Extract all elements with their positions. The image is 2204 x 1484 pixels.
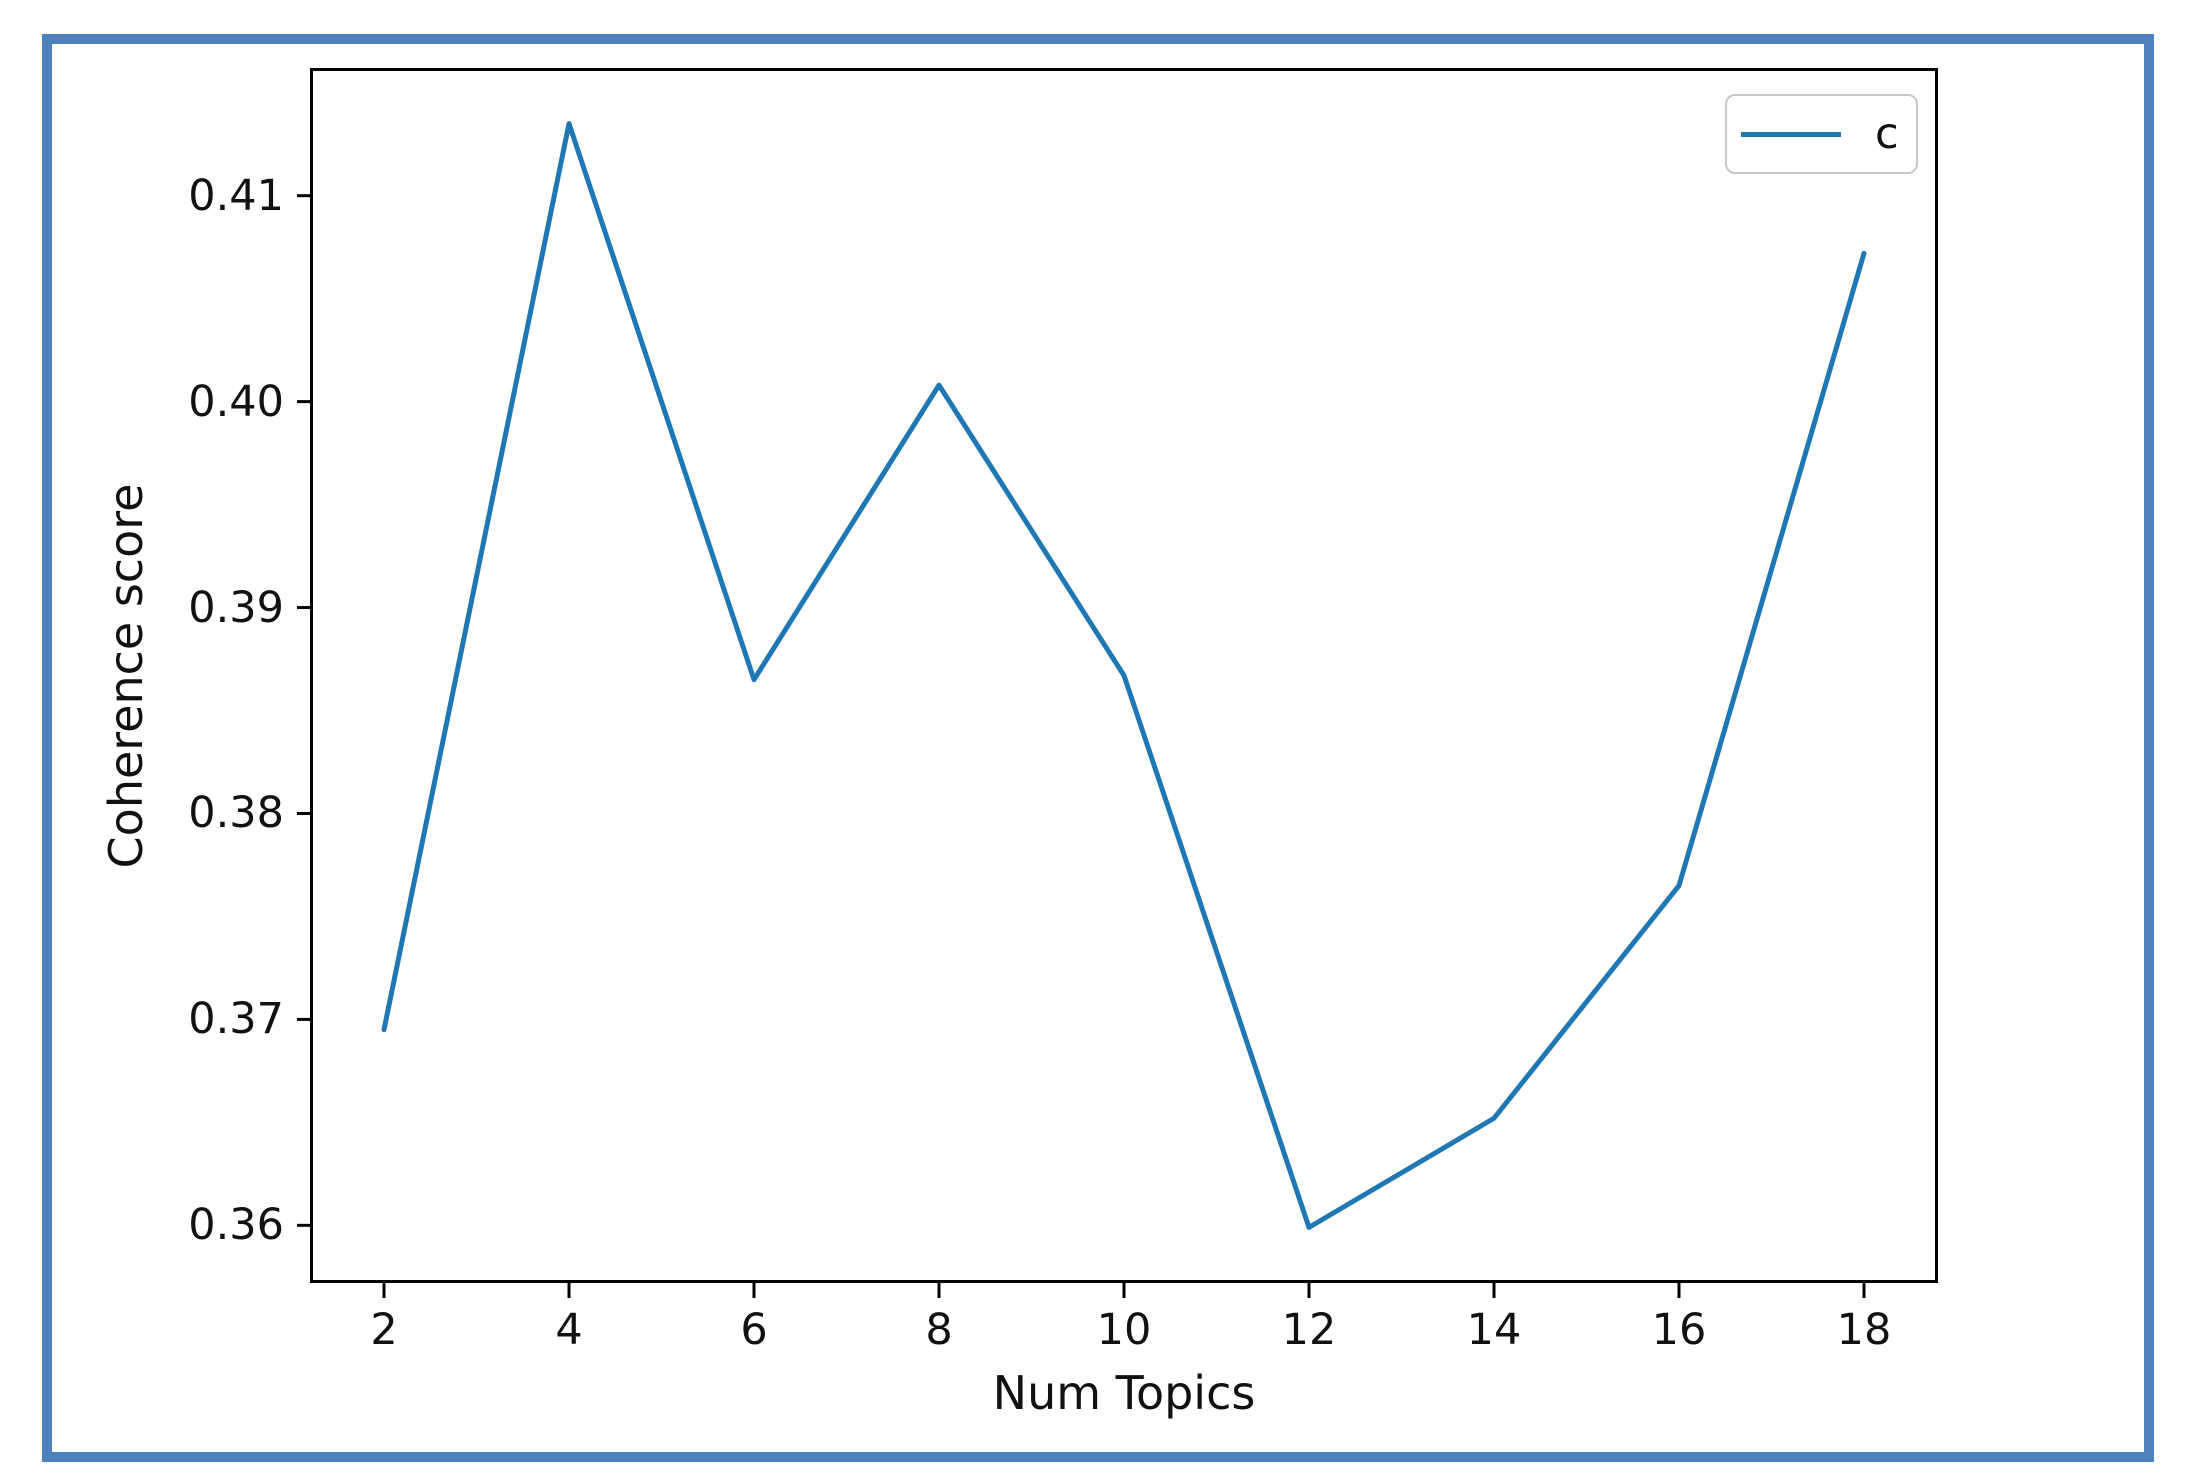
coherence-score-line [381, 121, 1867, 1230]
legend-line-sample-icon [1741, 131, 1841, 137]
y-tick-label: 0.41 [188, 170, 284, 221]
x-tick-label: 2 [370, 1305, 398, 1355]
line-chart [297, 68, 1938, 1298]
x-tick-label: 16 [1651, 1305, 1707, 1355]
x-tick-label: 6 [740, 1305, 768, 1355]
document-border [42, 34, 2154, 1462]
axes-frame [310, 68, 1938, 1283]
y-tick-label: 0.38 [188, 788, 284, 839]
x-tick-label: 4 [555, 1305, 583, 1355]
legend-entry-label: c [1875, 109, 1899, 159]
y-tick-label: 0.37 [188, 994, 284, 1045]
x-tick-label: 18 [1836, 1305, 1892, 1355]
x-tick-label: 12 [1281, 1305, 1337, 1355]
legend: c [1725, 94, 1918, 174]
y-axis-label: Coherence score [99, 483, 153, 869]
y-tick-label: 0.40 [188, 376, 284, 427]
y-tick-label: 0.39 [188, 582, 284, 633]
x-axis-label: Num Topics [992, 1366, 1256, 1420]
x-tick-label: 14 [1466, 1305, 1522, 1355]
x-tick-label: 10 [1096, 1305, 1152, 1355]
y-tick-label: 0.36 [188, 1200, 284, 1251]
x-tick-label: 8 [925, 1305, 953, 1355]
